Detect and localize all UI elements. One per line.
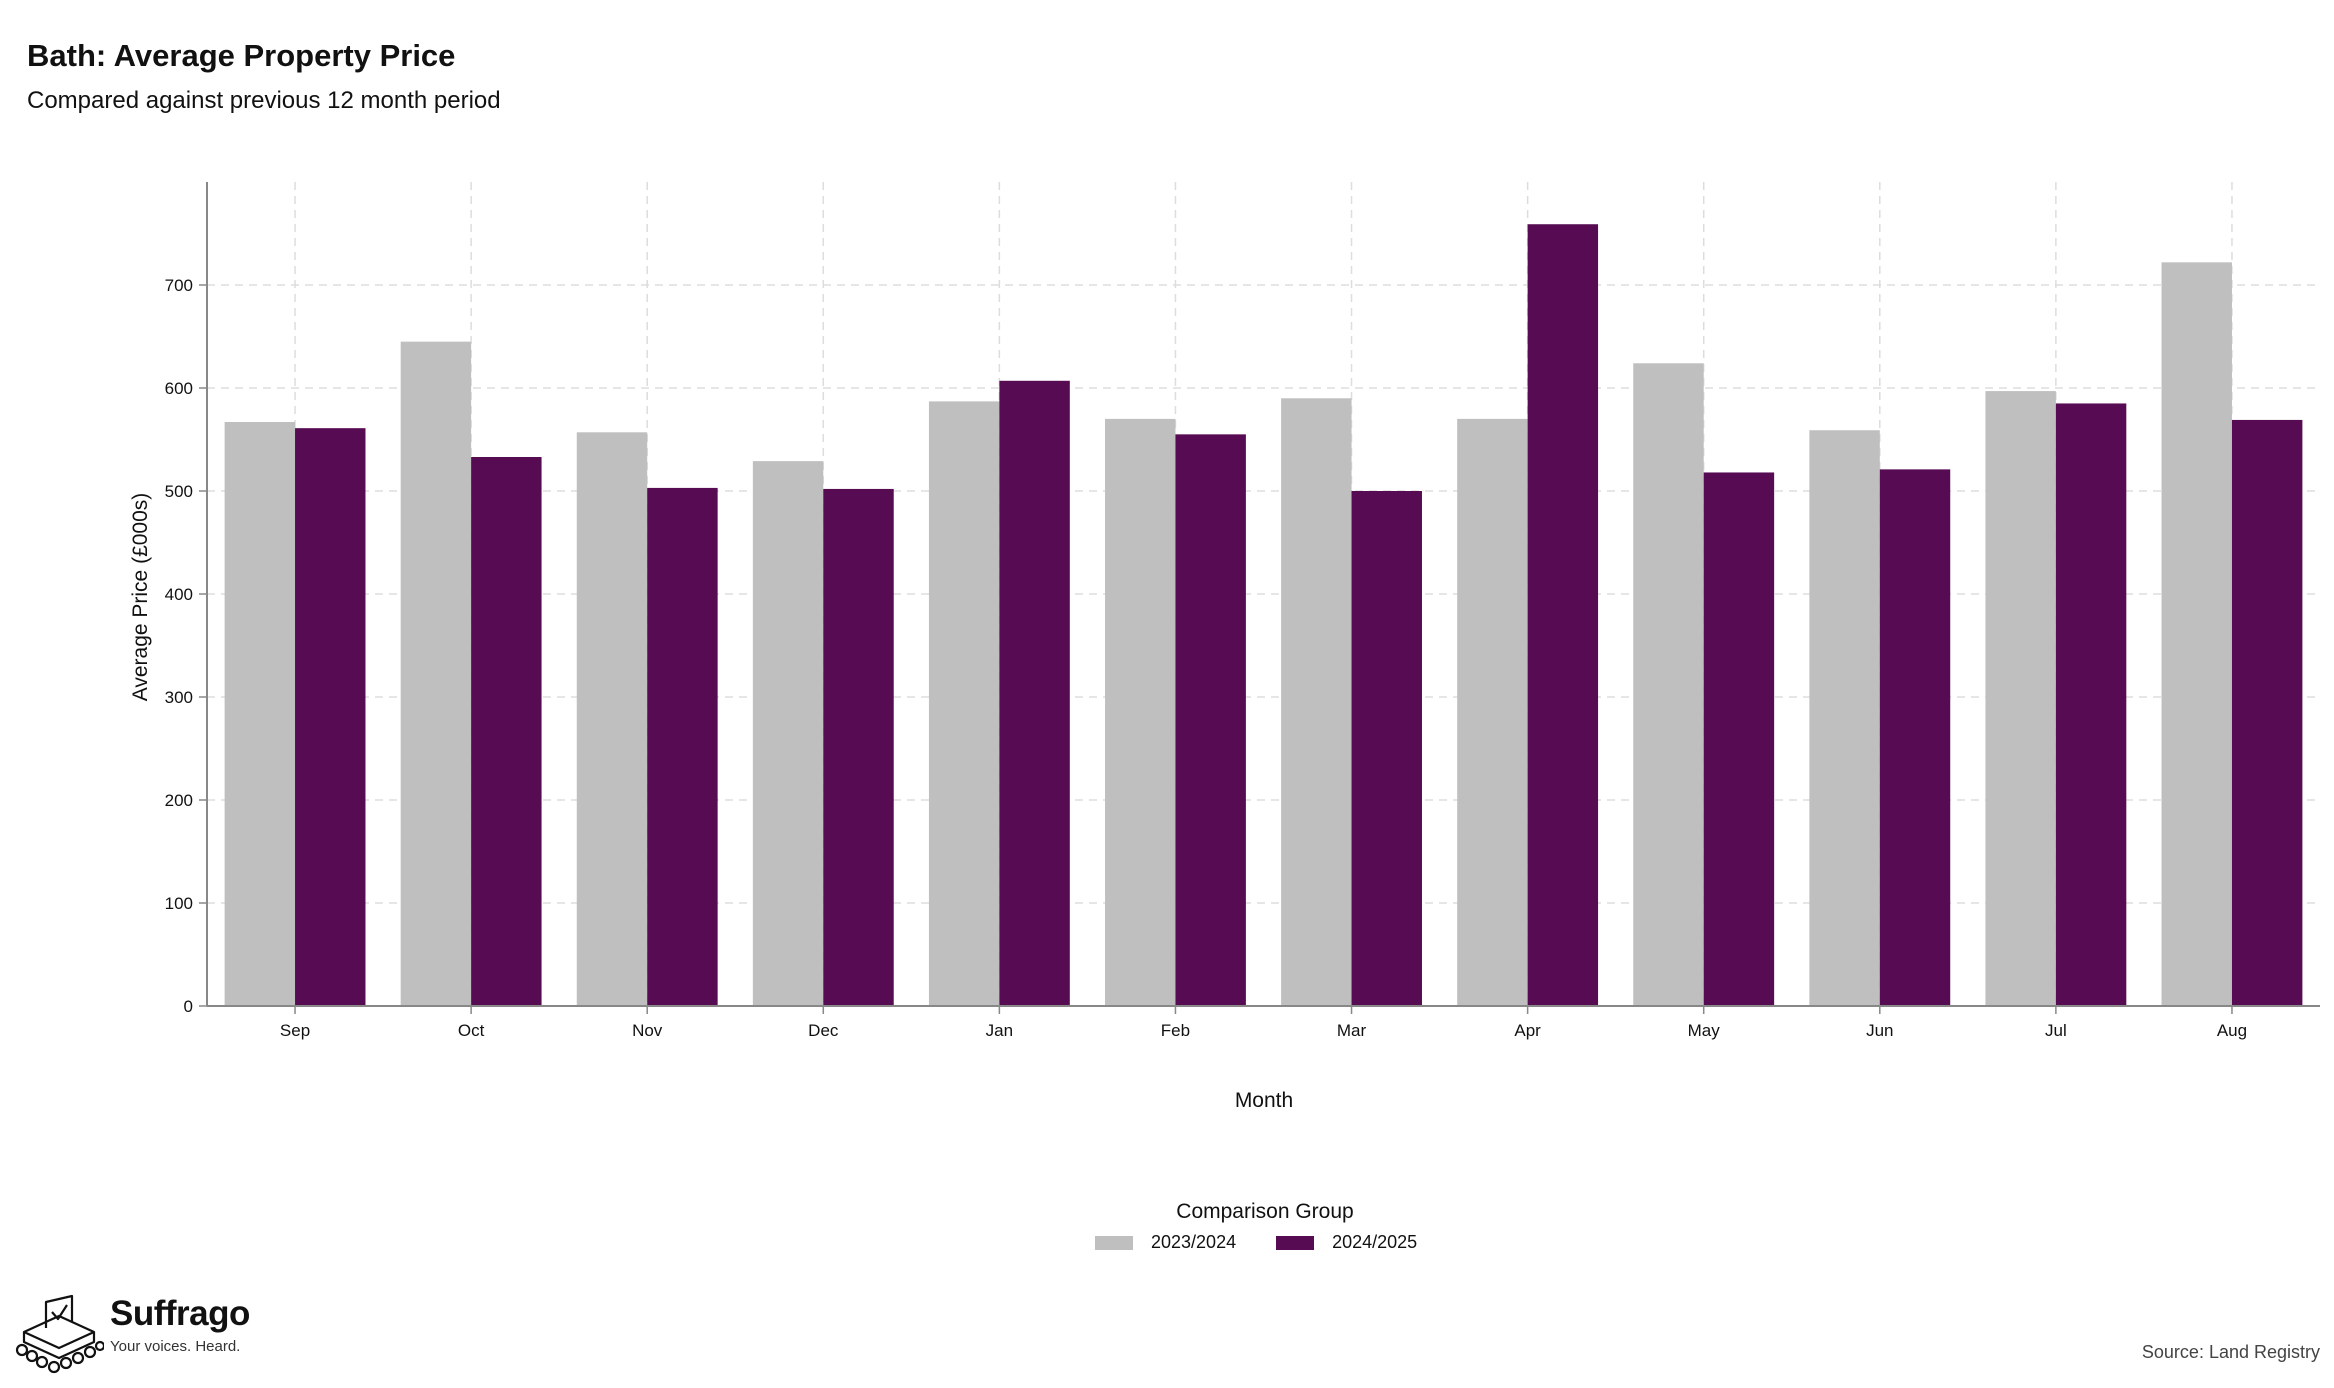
axes: 0 100 200 300 400 500 600 700 Sep Oct Nov Dec Jan Feb… [165,182,2320,1040]
y-tick-label: 500 [165,482,193,501]
bar-2024-2025-may [1703,472,1775,1007]
bar-2024-2025-jun [1879,469,1951,1006]
x-tick-label-jan: Jan [986,1021,1013,1040]
x-tick-label-mar: Mar [1337,1021,1367,1040]
legend-label-2023-2024: 2023/2024 [1151,1232,1237,1252]
chart-title: Bath: Average Property Price [27,38,456,73]
bar-2023-2024-may [1633,363,1704,1006]
x-tick-label-dec: Dec [808,1021,839,1040]
bar-2024-2025-oct [471,457,542,1006]
bar-2023-2024-feb [1105,418,1176,1006]
bar-2024-2025-sep [295,428,366,1006]
brand-name: Suffrago [110,1294,250,1333]
y-tick-label: 300 [165,688,193,707]
legend-item-2024-2025: 2024/2025 [1276,1232,1417,1253]
suffrago-logo: Suffrago Your voices. Heard. [14,1292,250,1374]
bar-2023-2024-apr [1457,418,1528,1006]
bar-2024-2025-feb [1175,434,1246,1007]
y-tick-label: 700 [165,276,193,295]
ballot-box-icon [15,1294,104,1374]
y-tick-label: 100 [165,894,193,913]
legend-item-2023-2024: 2023/2024 [1095,1232,1236,1253]
y-tick-label: 0 [184,997,193,1016]
bar-2024-2025-jul [2055,403,2127,1006]
y-tick-label: 600 [165,379,193,398]
bar-2024-2025-dec [823,488,894,1006]
bar-2024-2025-mar [1351,491,1422,1006]
bar-2023-2024-jun [1809,430,1880,1007]
chart-subtitle: Compared against previous 12 month perio… [27,87,501,114]
brand-tagline: Your voices. Heard. [110,1338,241,1355]
legend-swatch-2024-2025 [1276,1235,1315,1250]
x-tick-label-feb: Feb [1161,1021,1190,1040]
legend-swatch-2023-2024 [1095,1235,1133,1250]
bar-2023-2024-mar [1281,398,1352,1006]
x-tick-label-aug: Aug [2217,1021,2247,1040]
y-tick-label: 200 [165,791,193,810]
bar-2024-2025-apr [1527,224,1599,1007]
bar-chart: 0 100 200 300 400 500 600 700 Sep Oct Nov Dec Jan Feb… [129,182,2320,1112]
source-note: Source: Land Registry [2141,1342,2320,1362]
bar-2023-2024-jul [1985,391,2056,1007]
x-tick-label-jun: Jun [1866,1021,1893,1040]
bar-2024-2025-nov [647,487,718,1006]
bar-2023-2024-dec [752,461,824,1006]
x-tick-label-may: May [1688,1021,1721,1040]
legend-title: Comparison Group [1176,1200,1354,1223]
bar-2023-2024-oct [400,341,472,1006]
bars [224,224,2303,1007]
x-tick-label-jul: Jul [2045,1021,2067,1040]
bar-2023-2024-sep [224,421,296,1006]
bar-2023-2024-jan [928,401,1000,1006]
x-axis-title: Month [1235,1089,1293,1112]
x-tick-label-apr: Apr [1514,1021,1541,1040]
y-axis-title: Average Price (£000s) [129,493,152,702]
legend: 2023/2024 2024/2025 [1095,1232,1457,1253]
x-tick-label-oct: Oct [458,1021,485,1040]
y-tick-label: 400 [165,585,193,604]
legend-label-2024-2025: 2024/2025 [1332,1232,1418,1252]
x-tick-label-sep: Sep [280,1021,310,1040]
bar-2024-2025-jan [999,380,1070,1006]
bar-2024-2025-aug [2231,419,2303,1006]
bar-2023-2024-nov [576,432,648,1006]
x-tick-label-nov: Nov [632,1021,663,1040]
bar-2023-2024-aug [2161,262,2232,1007]
